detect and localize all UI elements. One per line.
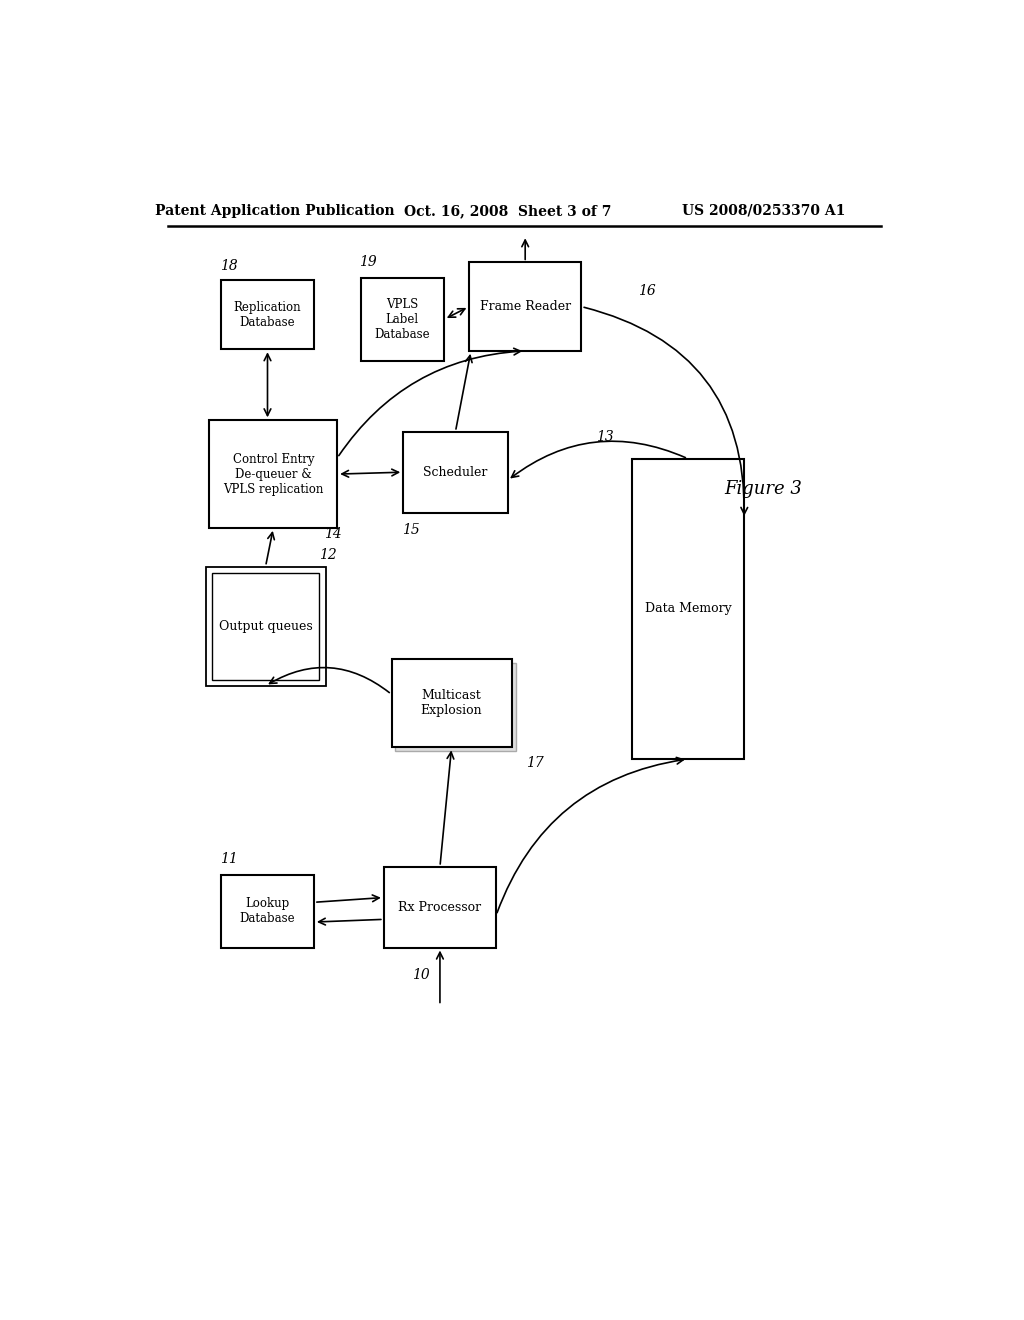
- Bar: [221, 280, 314, 350]
- Bar: [360, 277, 444, 360]
- Text: Figure 3: Figure 3: [725, 480, 803, 499]
- Text: Replication
Database: Replication Database: [233, 301, 301, 329]
- Text: Scheduler: Scheduler: [423, 466, 487, 479]
- Text: Control Entry
De-queuer &
VPLS replication: Control Entry De-queuer & VPLS replicati…: [223, 453, 324, 495]
- Text: 13: 13: [596, 430, 613, 444]
- Text: Oct. 16, 2008  Sheet 3 of 7: Oct. 16, 2008 Sheet 3 of 7: [404, 203, 611, 218]
- Bar: [391, 659, 512, 747]
- Text: 19: 19: [359, 255, 377, 269]
- Bar: [212, 573, 319, 680]
- Bar: [632, 459, 744, 759]
- Bar: [384, 867, 496, 948]
- Bar: [469, 263, 582, 351]
- Text: 18: 18: [220, 259, 238, 273]
- Text: 17: 17: [526, 756, 544, 770]
- Text: Output queues: Output queues: [219, 619, 312, 632]
- Text: 16: 16: [638, 284, 656, 298]
- Text: 14: 14: [325, 527, 342, 541]
- Text: 11: 11: [220, 853, 238, 866]
- Text: VPLS
Label
Database: VPLS Label Database: [375, 298, 430, 341]
- Text: Multicast
Explosion: Multicast Explosion: [421, 689, 482, 717]
- Text: 15: 15: [402, 523, 420, 536]
- Bar: [209, 420, 337, 528]
- Text: 12: 12: [318, 548, 337, 562]
- Bar: [221, 874, 314, 948]
- Bar: [403, 432, 508, 512]
- Text: 10: 10: [412, 968, 429, 982]
- Bar: [395, 663, 515, 751]
- Text: Rx Processor: Rx Processor: [398, 900, 481, 913]
- Text: Lookup
Database: Lookup Database: [240, 898, 295, 925]
- Text: US 2008/0253370 A1: US 2008/0253370 A1: [682, 203, 845, 218]
- Text: Data Memory: Data Memory: [644, 602, 731, 615]
- Text: Frame Reader: Frame Reader: [479, 300, 570, 313]
- Bar: [206, 566, 326, 686]
- Text: Patent Application Publication: Patent Application Publication: [156, 203, 395, 218]
